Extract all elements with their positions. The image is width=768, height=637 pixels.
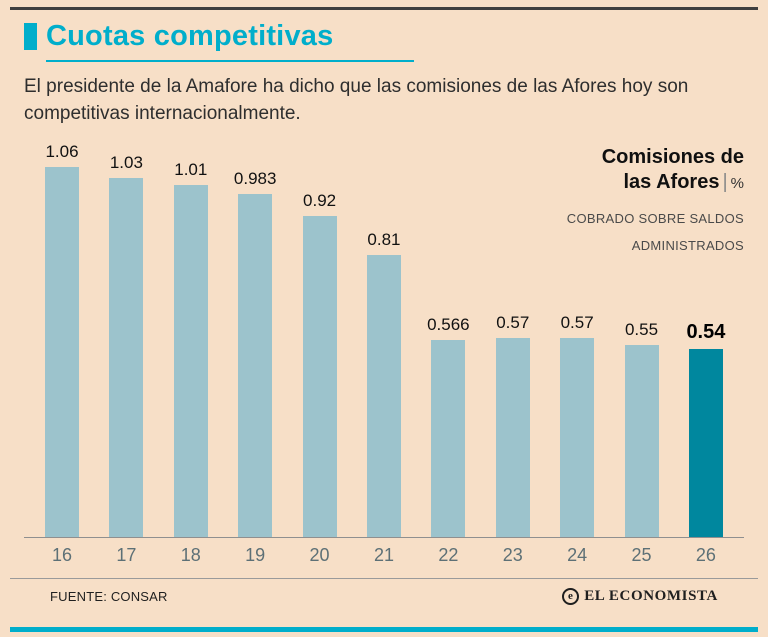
- bar-value-label: 1.06: [45, 142, 79, 162]
- bar-column: 0.566: [427, 315, 470, 538]
- bar-value-label: 0.57: [496, 313, 530, 333]
- el-economista-wordmark: EL ECONOMISTA: [584, 588, 718, 605]
- bar-column: 0.983: [234, 169, 276, 538]
- infographic-page: Cuotas competitivas El presidente de la …: [0, 7, 768, 637]
- bar-value-label: 0.566: [427, 314, 470, 334]
- bar-chart: Comisiones de las Afores |% COBRADO SOBRE…: [24, 141, 744, 566]
- bar: [173, 184, 208, 538]
- source-credit: FUENTE: CONSAR: [50, 589, 168, 605]
- title-underline: [46, 60, 414, 62]
- bar-value-label: 1.01: [174, 159, 208, 179]
- bar-value-label: 0.983: [233, 169, 277, 189]
- bar-column: 0.57: [495, 313, 530, 538]
- bar-value-label: 0.55: [624, 320, 659, 340]
- bar-column: 1.03: [109, 152, 144, 538]
- x-axis-tick-label: 22: [438, 545, 459, 566]
- legend-unit: %: [730, 175, 744, 193]
- bars-area: 1.06 1.03 1.01 0.983 0.92 0.81 0.566 0.57 0.57 0.…: [24, 141, 744, 538]
- el-economista-e-icon: e: [562, 588, 580, 606]
- bar: [302, 216, 337, 538]
- bar-column: 0.81: [366, 229, 401, 538]
- bar: [366, 254, 401, 538]
- bar-column: 0.55: [624, 320, 659, 538]
- chart-legend: Comisiones de las Afores |% COBRADO SOBRE…: [567, 145, 744, 260]
- x-axis-tick-label: 16: [51, 545, 73, 566]
- legend-sub-line2: ADMINISTRADOS: [631, 238, 744, 254]
- x-axis-line: [24, 537, 744, 539]
- bar-value-label: 0.54: [686, 320, 726, 343]
- legend-separator: |: [722, 171, 728, 194]
- page-title: Cuotas competitivas: [46, 20, 334, 52]
- legend-sub-line1: COBRADO SOBRE SALDOS: [566, 211, 744, 227]
- bar-column: 1.06: [45, 142, 79, 538]
- x-axis-tick-label: 17: [116, 545, 137, 566]
- top-rule: [10, 7, 758, 10]
- x-axis-tick-label: 21: [373, 545, 394, 566]
- bar-column: 1.01: [173, 159, 208, 538]
- x-axis-tick-label: 18: [180, 545, 201, 566]
- x-axis-tick-label: 19: [245, 545, 266, 566]
- bar-column: 0.57: [560, 313, 595, 538]
- x-axis-tick-label: 24: [567, 545, 588, 566]
- bar-highlighted: [688, 348, 723, 538]
- bar: [495, 338, 530, 538]
- x-axis-tick-label: 23: [502, 545, 523, 566]
- bar: [109, 177, 144, 538]
- title-bullet-icon: [24, 23, 37, 50]
- bar-value-label: 1.03: [109, 152, 143, 172]
- x-axis-tick-label: 26: [695, 545, 716, 566]
- bar-value-label: 0.81: [367, 229, 401, 249]
- x-axis-labels: 16 17 18 19 20 21 22 23 24 25 26: [24, 545, 744, 566]
- el-economista-logo: e EL ECONOMISTA: [562, 588, 718, 606]
- legend-title: Comisiones de las Afores |%: [567, 145, 744, 195]
- legend-subtitle: COBRADO SOBRE SALDOS ADMINISTRADOS: [567, 205, 744, 260]
- bar: [238, 194, 273, 538]
- bar: [45, 167, 79, 538]
- bar: [431, 339, 466, 538]
- footer: FUENTE: CONSAR e EL ECONOMISTA: [0, 579, 768, 606]
- legend-title-line2: las Afores: [623, 171, 720, 194]
- bar: [624, 345, 659, 538]
- bar-value-label: 0.92: [303, 191, 337, 211]
- bar: [560, 338, 595, 538]
- header: Cuotas competitivas El presidente de la …: [0, 10, 768, 127]
- bar-value-label: 0.57: [560, 313, 594, 333]
- bar-column: 0.92: [302, 191, 337, 538]
- footer-rule: [10, 578, 758, 580]
- bar-column: 0.54: [686, 320, 726, 538]
- subtitle: El presidente de la Amafore ha dicho que…: [24, 76, 689, 124]
- title-row: Cuotas competitivas: [24, 20, 744, 53]
- x-axis-tick-label: 25: [631, 545, 652, 566]
- legend-title-line1: Comisiones de: [601, 146, 744, 169]
- x-axis-tick-label: 20: [309, 545, 330, 566]
